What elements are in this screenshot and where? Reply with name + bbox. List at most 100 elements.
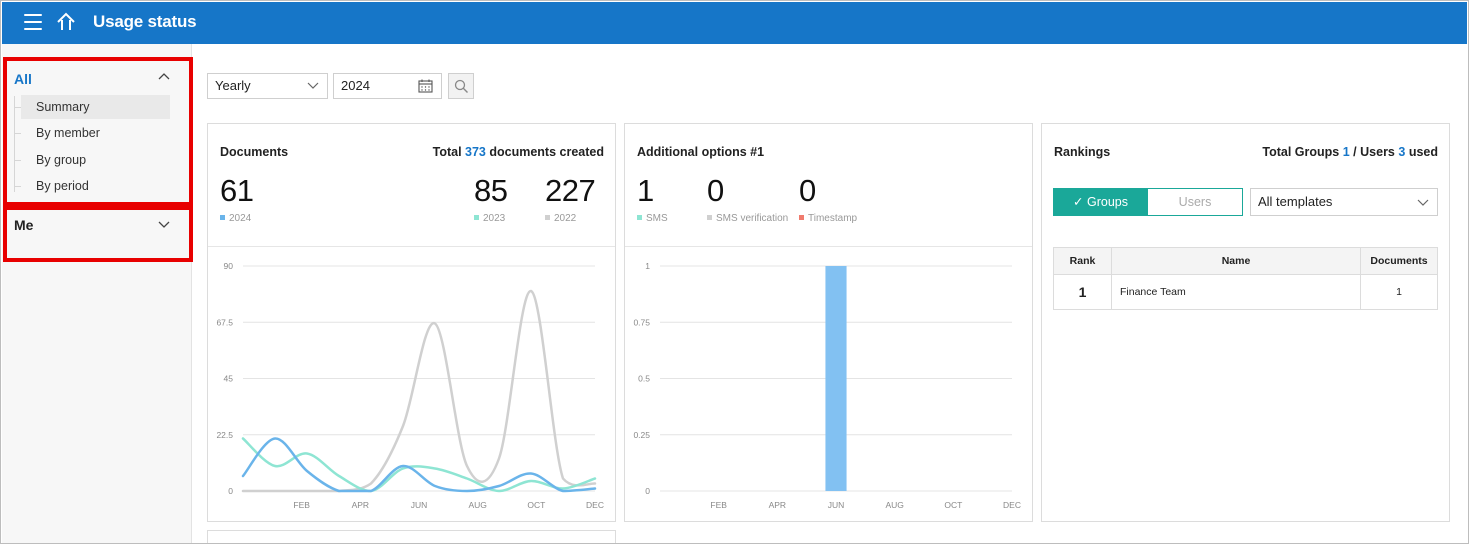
y-tick-label: 22.5	[216, 430, 233, 440]
chevron-down-icon[interactable]	[158, 218, 170, 230]
chevron-down-icon	[1417, 199, 1429, 206]
column-header[interactable]: Rank	[1053, 247, 1112, 275]
stat-value: 227	[545, 173, 596, 208]
x-tick-label: OCT	[527, 500, 545, 510]
x-tick-label: DEC	[1003, 500, 1021, 510]
x-tick-label: JUN	[828, 500, 845, 510]
stat-value: 0	[707, 173, 724, 208]
sidebar-section-all[interactable]: All	[14, 71, 32, 87]
y-tick-label: 0.25	[633, 430, 650, 440]
search-icon	[454, 79, 468, 93]
series-line-2023	[241, 437, 597, 493]
y-tick-label: 0	[228, 486, 233, 496]
x-tick-label: AUG	[885, 500, 903, 510]
tab-label: Groups	[1086, 195, 1128, 209]
stat-value: 61	[220, 173, 254, 208]
name-cell: Finance Team	[1111, 274, 1361, 310]
y-tick-label: 0.5	[638, 374, 650, 384]
card-title: Rankings	[1054, 145, 1111, 159]
x-tick-label: JUN	[411, 500, 428, 510]
legend-swatch	[799, 215, 804, 220]
documents-line-chart: 90 67.5 45 22.5 0 FEB APR JUN AUG OCT DEC	[216, 261, 604, 510]
chevron-down-icon	[307, 82, 319, 89]
documents-cell: 1	[1360, 274, 1438, 310]
menu-icon[interactable]	[24, 14, 42, 30]
card-title: Documents	[220, 145, 289, 159]
tab-label: Users	[1178, 195, 1212, 209]
template-select[interactable]: All templates	[1250, 188, 1438, 216]
series-line-2024	[241, 437, 597, 493]
y-tick-label: 1	[645, 261, 650, 271]
x-tick-label: APR	[352, 500, 369, 510]
series-line-2022	[241, 289, 597, 493]
legend-label: SMS	[646, 213, 668, 224]
y-tick-label: 67.5	[216, 317, 233, 327]
rankings-card: Rankings Total Groups 1 / Users 3 used ✓…	[1041, 123, 1450, 522]
total-value: 373	[465, 145, 486, 159]
total-groups-value: 1	[1342, 145, 1350, 159]
calendar-icon[interactable]	[418, 79, 433, 93]
check-icon: ✓	[1073, 195, 1084, 209]
column-header[interactable]: Documents	[1360, 247, 1438, 275]
top-bar: Usage status	[2, 2, 1467, 44]
legend-label: SMS verification	[716, 213, 789, 224]
year-input[interactable]: 2024	[333, 73, 442, 99]
page-title: Usage status	[93, 12, 197, 31]
sidebar-item-by-period[interactable]: By period	[36, 179, 89, 193]
stat-value: 0	[799, 173, 816, 208]
table-row[interactable]: 1 Finance Team 1	[1053, 274, 1438, 310]
legend-swatch	[637, 215, 642, 220]
card-divider	[625, 246, 1032, 247]
x-tick-label: FEB	[710, 500, 727, 510]
column-header[interactable]: Name	[1111, 247, 1361, 275]
documents-total: Total 373 documents created	[433, 145, 604, 159]
chevron-up-icon[interactable]	[158, 71, 170, 83]
separator: /	[1353, 145, 1357, 159]
tab-groups[interactable]: ✓ Groups	[1053, 188, 1148, 216]
period-select-value: Yearly	[215, 78, 251, 93]
tree-line	[14, 96, 15, 192]
total-groups-label: Total Groups	[1262, 145, 1340, 159]
sidebar-section-me[interactable]: Me	[14, 217, 34, 233]
next-card	[207, 530, 616, 543]
tab-users[interactable]: Users	[1148, 188, 1243, 216]
x-tick-label: FEB	[293, 500, 310, 510]
used-label: used	[1408, 145, 1438, 159]
card-title: Additional options #1	[637, 145, 765, 159]
sidebar-item-by-group[interactable]: By group	[36, 153, 87, 167]
home-icon[interactable]	[55, 11, 77, 33]
sidebar-item-by-member[interactable]: By member	[36, 126, 100, 140]
stat-value: 85	[474, 173, 508, 208]
legend-item: Timestamp	[799, 213, 857, 224]
legend-swatch	[220, 215, 225, 220]
legend-swatch	[707, 215, 712, 220]
sidebar	[2, 44, 192, 543]
period-select[interactable]: Yearly	[207, 73, 328, 99]
y-tick-label: 45	[224, 374, 234, 384]
options-card: Additional options #1 1 SMS 0 SMS verifi…	[624, 123, 1033, 522]
users-label: Users	[1360, 145, 1395, 159]
documents-card: Documents Total 373 documents created 61…	[207, 123, 616, 522]
x-tick-label: APR	[769, 500, 786, 510]
rankings-total: Total Groups 1 / Users 3 used	[1262, 145, 1438, 159]
total-prefix: Total	[432, 145, 462, 159]
search-button[interactable]	[448, 73, 474, 99]
legend-label: 2022	[554, 213, 577, 224]
legend-item: SMS verification	[707, 213, 788, 224]
legend-label: Timestamp	[808, 213, 858, 224]
legend-item: 2022	[545, 213, 576, 224]
y-tick-label: 90	[224, 261, 234, 271]
year-input-value: 2024	[341, 78, 370, 93]
stat-value: 1	[637, 173, 654, 208]
x-tick-label: DEC	[586, 500, 604, 510]
legend-item: 2024	[220, 213, 251, 224]
card-divider	[208, 246, 615, 247]
options-bar-chart: 1 0.75 0.5 0.25 0 FEB APR JUN AUG OCT DEC	[633, 261, 1021, 510]
table-header-row: Rank Name Documents	[1053, 247, 1438, 275]
highlight-box	[3, 57, 193, 206]
legend-label: 2023	[483, 213, 506, 224]
y-tick-label: 0	[645, 486, 650, 496]
y-tick-label: 0.75	[633, 317, 650, 327]
sidebar-item-summary[interactable]: Summary	[21, 95, 170, 119]
